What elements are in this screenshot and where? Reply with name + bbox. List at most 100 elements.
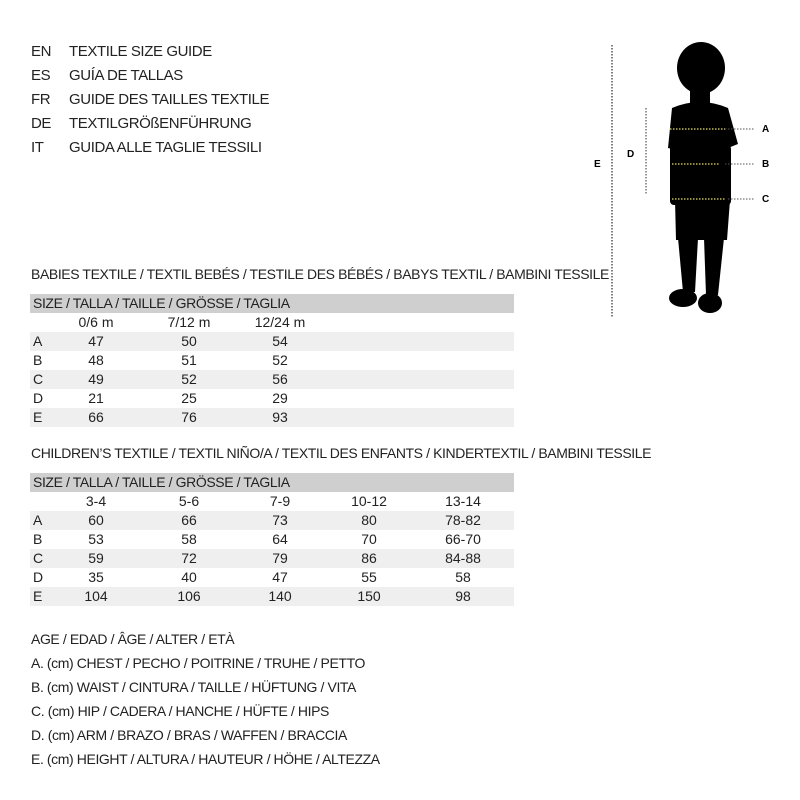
row-label: A xyxy=(33,512,43,528)
table-row: A 60 66 73 80 78-82 xyxy=(30,511,514,530)
table-cell: 70 xyxy=(361,531,377,547)
title-text: GUÍA DE TALLAS xyxy=(69,67,183,84)
babies-size-table: SIZE / TALLA / TAILLE / GRÖSSE / TAGLIA … xyxy=(30,294,514,427)
table-cell: 104 xyxy=(84,588,108,604)
table-cell: 60 xyxy=(88,512,104,528)
column-header: 10-12 xyxy=(351,493,387,509)
children-size-table: SIZE / TALLA / TAILLE / GRÖSSE / TAGLIA … xyxy=(30,473,514,606)
table-cell: 53 xyxy=(88,531,104,547)
column-header: 7-9 xyxy=(269,493,291,509)
table-cell: 72 xyxy=(181,550,197,566)
label-c: C xyxy=(762,194,769,205)
table-cell: 66-70 xyxy=(445,531,481,547)
lang-code: ES xyxy=(31,67,51,84)
table-cell: 47 xyxy=(88,333,104,349)
table-cell: 47 xyxy=(272,569,288,585)
table-cell: 140 xyxy=(268,588,292,604)
table-cell: 40 xyxy=(181,569,197,585)
children-section-title: CHILDREN’S TEXTILE / TEXTIL NIÑO/A / TEX… xyxy=(31,445,652,461)
table-cell: 55 xyxy=(361,569,377,585)
table-cell: 93 xyxy=(272,409,288,425)
column-header-row: 3-4 5-6 7-9 10-12 13-14 xyxy=(30,492,514,511)
table-cell: 66 xyxy=(181,512,197,528)
lang-code: EN xyxy=(31,43,52,60)
table-cell: 35 xyxy=(88,569,104,585)
table-cell: 64 xyxy=(272,531,288,547)
table-cell: 54 xyxy=(272,333,288,349)
label-a: A xyxy=(762,124,769,135)
row-label: D xyxy=(33,390,44,406)
legend-item: AGE / EDAD / ÂGE / ALTER / ETÀ xyxy=(31,631,235,647)
row-label: A xyxy=(33,333,43,349)
table-row: A 47 50 54 xyxy=(30,332,514,351)
child-silhouette-figure: A B C D E xyxy=(594,42,769,318)
table-row: D 35 40 47 55 58 xyxy=(30,568,514,587)
table-cell: 49 xyxy=(88,371,104,387)
row-label: C xyxy=(33,371,44,387)
lang-code: IT xyxy=(31,139,44,156)
table-cell: 59 xyxy=(88,550,104,566)
silhouette-icon xyxy=(668,42,738,313)
table-cell: 79 xyxy=(272,550,288,566)
row-label: B xyxy=(33,352,43,368)
lang-code: DE xyxy=(31,115,52,132)
table-cell: 150 xyxy=(357,588,381,604)
lang-code: FR xyxy=(31,91,51,108)
table-cell: 58 xyxy=(455,569,471,585)
table-row: B 48 51 52 xyxy=(30,351,514,370)
table-row: D 21 25 29 xyxy=(30,389,514,408)
table-cell: 66 xyxy=(88,409,104,425)
table-cell: 50 xyxy=(181,333,197,349)
babies-section-title: BABIES TEXTILE / TEXTIL BEBÉS / TESTILE … xyxy=(31,266,609,282)
title-text: GUIDA ALLE TAGLIE TESSILI xyxy=(69,139,262,156)
label-d: D xyxy=(627,149,634,160)
title-text: TEXTILGRÖßENFÜHRUNG xyxy=(69,115,252,132)
table-cell: 52 xyxy=(272,352,288,368)
title-text: GUIDE DES TAILLES TEXTILE xyxy=(69,91,270,108)
size-header: SIZE / TALLA / TAILLE / GRÖSSE / TAGLIA xyxy=(30,294,514,313)
row-label: D xyxy=(33,569,44,585)
label-e: E xyxy=(594,159,601,170)
size-header: SIZE / TALLA / TAILLE / GRÖSSE / TAGLIA xyxy=(30,473,514,492)
table-cell: 29 xyxy=(272,390,288,406)
row-label: E xyxy=(33,409,43,425)
table-cell: 51 xyxy=(181,352,197,368)
table-cell: 76 xyxy=(181,409,197,425)
column-header: 3-4 xyxy=(85,493,107,509)
row-label: C xyxy=(33,550,44,566)
table-cell: 80 xyxy=(361,512,377,528)
column-header: 13-14 xyxy=(445,493,481,509)
table-cell: 56 xyxy=(272,371,288,387)
table-row: B 53 58 64 70 66-70 xyxy=(30,530,514,549)
legend-item: D. (cm) ARM / BRAZO / BRAS / WAFFEN / BR… xyxy=(31,727,347,743)
table-row: E 66 76 93 xyxy=(30,408,514,427)
column-header: 12/24 m xyxy=(254,314,306,330)
table-row: E 104 106 140 150 98 xyxy=(30,587,514,606)
legend-item: E. (cm) HEIGHT / ALTURA / HAUTEUR / HÖHE… xyxy=(31,751,380,767)
column-header: 7/12 m xyxy=(167,314,211,330)
table-row: C 49 52 56 xyxy=(30,370,514,389)
column-header: 0/6 m xyxy=(78,314,114,330)
table-cell: 58 xyxy=(181,531,197,547)
column-header-row: 0/6 m 7/12 m 12/24 m xyxy=(30,313,514,332)
table-cell: 21 xyxy=(88,390,104,406)
row-label: B xyxy=(33,531,43,547)
table-cell: 48 xyxy=(88,352,104,368)
legend-item: C. (cm) HIP / CADERA / HANCHE / HÜFTE / … xyxy=(31,703,329,719)
legend-item: A. (cm) CHEST / PECHO / POITRINE / TRUHE… xyxy=(31,655,365,671)
table-cell: 86 xyxy=(361,550,377,566)
label-b: B xyxy=(762,159,769,170)
title-text: TEXTILE SIZE GUIDE xyxy=(69,43,212,60)
row-label: E xyxy=(33,588,43,604)
table-row: C 59 72 79 86 84-88 xyxy=(30,549,514,568)
column-header: 5-6 xyxy=(178,493,200,509)
table-cell: 25 xyxy=(181,390,197,406)
table-cell: 98 xyxy=(455,588,471,604)
table-cell: 106 xyxy=(177,588,201,604)
table-cell: 73 xyxy=(272,512,288,528)
table-cell: 78-82 xyxy=(445,512,481,528)
table-cell: 84-88 xyxy=(445,550,481,566)
legend-item: B. (cm) WAIST / CINTURA / TAILLE / HÜFTU… xyxy=(31,679,356,695)
table-cell: 52 xyxy=(181,371,197,387)
